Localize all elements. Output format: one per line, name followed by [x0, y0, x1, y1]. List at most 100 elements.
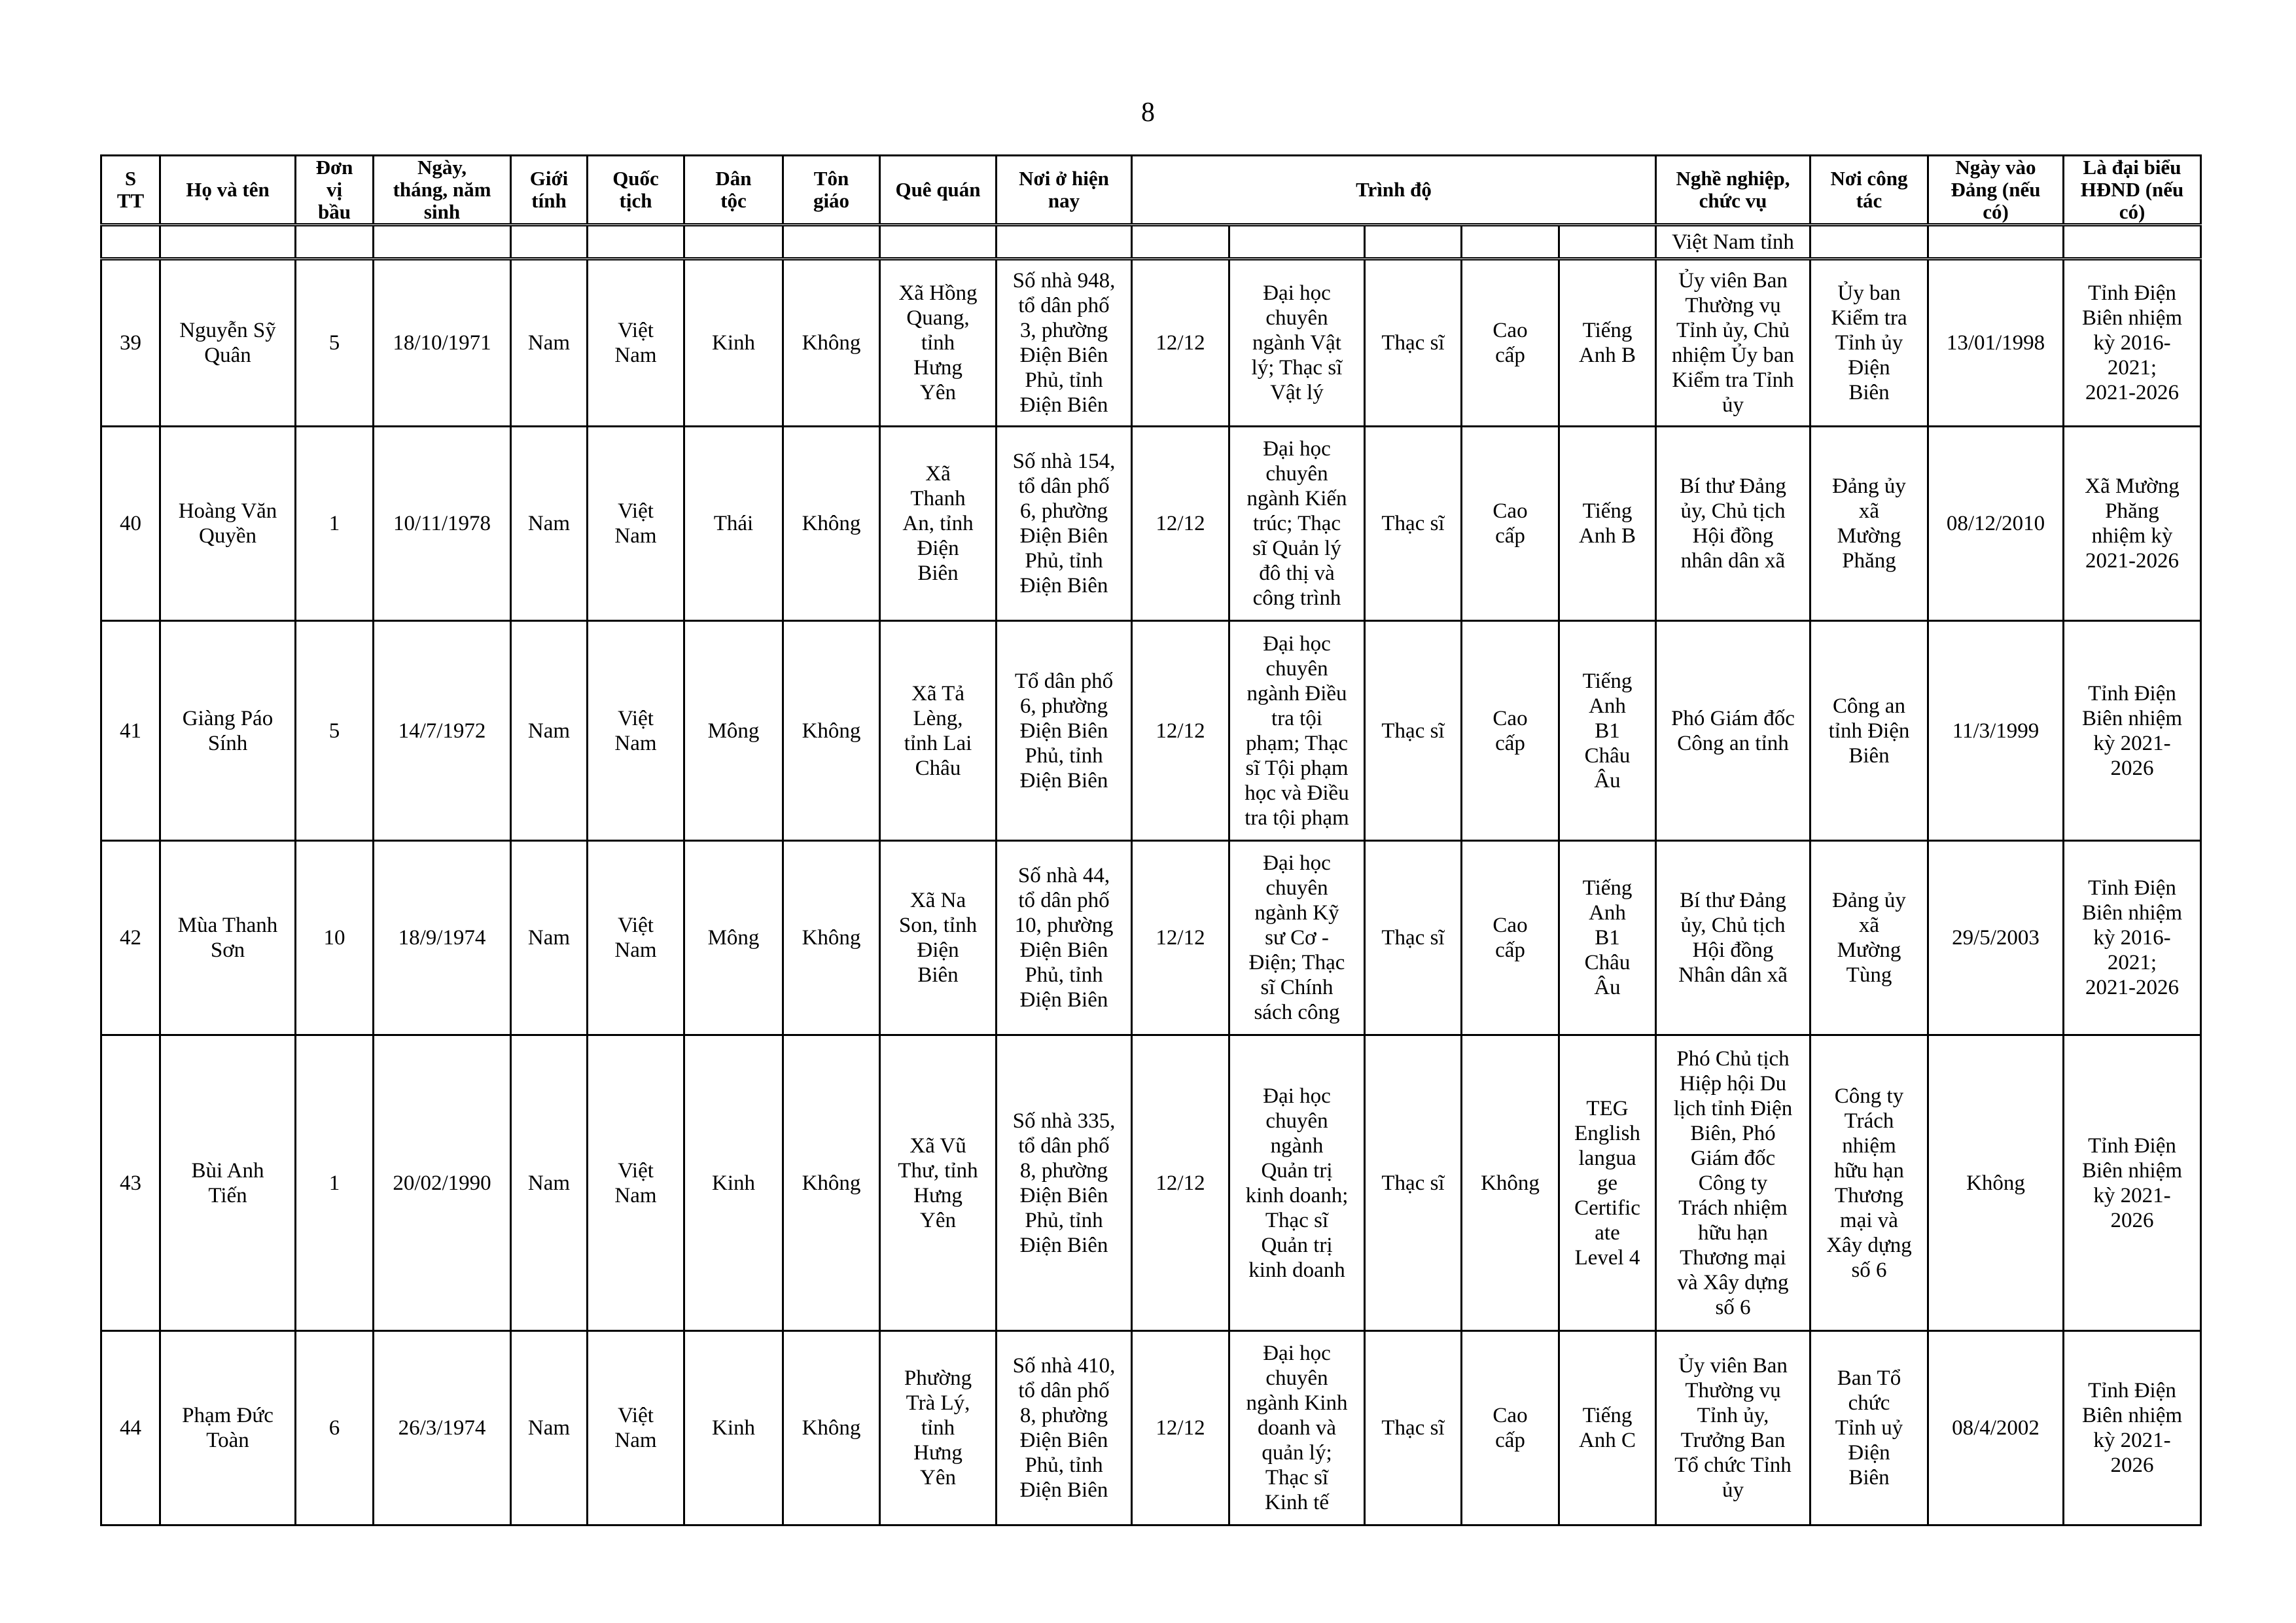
cell-stt: 41 [100, 620, 161, 842]
header-hometown: Quê quán [879, 154, 997, 226]
table-row: 39 Nguyễn Sỹ Quân 5 18/10/1971 Nam Việt Nam Ki… [100, 258, 2202, 427]
cell-council: Tỉnh Điện Biên nhiệm kỳ 2016- 2021; 2021… [2062, 840, 2202, 1036]
cell-political: Không [1460, 1034, 1560, 1332]
cell-general: 12/12 [1131, 258, 1230, 427]
cell-hometown: Phường Trà Lý, tỉnh Hưng Yên [879, 1330, 997, 1526]
cell-dob: 18/10/1971 [372, 258, 512, 427]
header-gender: Giới tính [510, 154, 588, 226]
cell-name: Hoàng Văn Quyền [159, 425, 296, 622]
cell-academic: Thạc sĩ [1364, 1330, 1462, 1526]
cell-nationality: Việt Nam [586, 258, 685, 427]
cell-academic: Thạc sĩ [1364, 258, 1462, 427]
cell-party-date: 08/12/2010 [1927, 425, 2064, 622]
cell-unit: 1 [294, 1034, 374, 1332]
cell-general: 12/12 [1131, 1330, 1230, 1526]
cell-unit: 10 [294, 840, 374, 1036]
cell-residence: Số nhà 948, tổ dân phố 3, phường Điện Bi… [995, 258, 1133, 427]
cell-language: TEG English langua ge Certific ate Level… [1558, 1034, 1657, 1332]
cell-nationality: Việt Nam [586, 1330, 685, 1526]
cell-name: Mùa Thanh Sơn [159, 840, 296, 1036]
cell-religion: Không [782, 1330, 881, 1526]
cell-occupation: Ủy viên Ban Thường vụ Tỉnh ủy, Chủ nhiệm… [1655, 258, 1811, 427]
cell-dob: 10/11/1978 [372, 425, 512, 622]
cell-ethnicity: Mông [683, 840, 784, 1036]
cell-stt: 44 [100, 1330, 161, 1526]
cell-general: 12/12 [1131, 1034, 1230, 1332]
cell-occupation: Bí thư Đảng ủy, Chủ tịch Hội đồng nhân d… [1655, 425, 1811, 622]
cell [159, 224, 296, 260]
header-party-date: Ngày vào Đảng (nếu có) [1927, 154, 2064, 226]
cell-party-date: 29/5/2003 [1927, 840, 2064, 1036]
header-row: S TT Họ và tên Đơn vị bầu Ngày, tháng, n… [100, 154, 2202, 226]
header-ethnicity: Dân tộc [683, 154, 784, 226]
cell-ethnicity: Kinh [683, 1034, 784, 1332]
cell-language: Tiếng Anh B1 Châu Âu [1558, 840, 1657, 1036]
cell [683, 224, 784, 260]
cell-dob: 18/9/1974 [372, 840, 512, 1036]
cell-ethnicity: Kinh [683, 1330, 784, 1526]
cell-major: Đại học chuyên ngành Điều tra tội phạm; … [1228, 620, 1366, 842]
cell-general: 12/12 [1131, 425, 1230, 622]
header-council: Là đại biểu HĐND (nếu có) [2062, 154, 2202, 226]
cell-gender: Nam [510, 620, 588, 842]
cell-academic: Thạc sĩ [1364, 1034, 1462, 1332]
cell-stt: 42 [100, 840, 161, 1036]
cell-ethnicity: Thái [683, 425, 784, 622]
header-religion: Tôn giáo [782, 154, 881, 226]
cell-council: Xã Mường Phăng nhiệm kỳ 2021-2026 [2062, 425, 2202, 622]
cell-stt: 43 [100, 1034, 161, 1332]
cell [1228, 224, 1366, 260]
cell-gender: Nam [510, 258, 588, 427]
cell-workplace: Công ty Trách nhiệm hữu hạn Thương mại v… [1809, 1034, 1929, 1332]
cell-name: Nguyễn Sỹ Quân [159, 258, 296, 427]
cell-dob: 26/3/1974 [372, 1330, 512, 1526]
table-row: 44 Phạm Đức Toàn 6 26/3/1974 Nam Việt Nam Kinh… [100, 1330, 2202, 1526]
cell-residence: Số nhà 410, tổ dân phố 8, phường Điện Bi… [995, 1330, 1133, 1526]
cell-hometown: Xã Thanh An, tỉnh Điện Biên [879, 425, 997, 622]
cell [1927, 224, 2064, 260]
cell-council: Tỉnh Điện Biên nhiệm kỳ 2021- 2026 [2062, 1330, 2202, 1526]
cell-occupation: Ủy viên Ban Thường vụ Tỉnh ủy, Trưởng Ba… [1655, 1330, 1811, 1526]
table-row: 40 Hoàng Văn Quyền 1 10/11/1978 Nam Việt Nam T… [100, 425, 2202, 622]
cell-gender: Nam [510, 840, 588, 1036]
cell-unit: 6 [294, 1330, 374, 1526]
header-nationality: Quốc tịch [586, 154, 685, 226]
header-occupation: Nghề nghiệp, chức vụ [1655, 154, 1811, 226]
cell-political: Cao cấp [1460, 620, 1560, 842]
cell [510, 224, 588, 260]
cell-party-date: 11/3/1999 [1927, 620, 2064, 842]
cell-council: Tỉnh Điện Biên nhiệm kỳ 2021- 2026 [2062, 620, 2202, 842]
cell [995, 224, 1133, 260]
cell-ethnicity: Mông [683, 620, 784, 842]
cell-occupation: Bí thư Đảng ủy, Chủ tịch Hội đồng Nhân d… [1655, 840, 1811, 1036]
table-row: 41 Giàng Páo Sính 5 14/7/1972 Nam Việt Nam Môn… [100, 620, 2202, 842]
cell-hometown: Xã Tả Lèng, tỉnh Lai Châu [879, 620, 997, 842]
cell-hometown: Xã Hồng Quang, tỉnh Hưng Yên [879, 258, 997, 427]
cell-major: Đại học chuyên ngành Kinh doanh và quản … [1228, 1330, 1366, 1526]
cell [1131, 224, 1230, 260]
header-unit: Đơn vị bầu [294, 154, 374, 226]
header-dob: Ngày, tháng, năm sinh [372, 154, 512, 226]
cell-political: Cao cấp [1460, 840, 1560, 1036]
cell-residence: Số nhà 335, tổ dân phố 8, phường Điện Bi… [995, 1034, 1133, 1332]
cell-name: Phạm Đức Toàn [159, 1330, 296, 1526]
cell-residence: Tổ dân phố 6, phường Điện Biên Phủ, tỉnh… [995, 620, 1133, 842]
cell-gender: Nam [510, 1034, 588, 1332]
cell-general: 12/12 [1131, 840, 1230, 1036]
cell-religion: Không [782, 840, 881, 1036]
cell-hometown: Xã Na Son, tỉnh Điện Biên [879, 840, 997, 1036]
cell-occupation: Việt Nam tỉnh [1655, 224, 1811, 260]
header-education: Trình độ [1131, 154, 1657, 226]
cell-nationality: Việt Nam [586, 1034, 685, 1332]
delegate-table: S TT Họ và tên Đơn vị bầu Ngày, tháng, n… [100, 154, 2202, 1526]
cell-nationality: Việt Nam [586, 620, 685, 842]
continuation-row: Việt Nam tỉnh [100, 224, 2202, 260]
cell-academic: Thạc sĩ [1364, 840, 1462, 1036]
cell-religion: Không [782, 425, 881, 622]
cell-nationality: Việt Nam [586, 840, 685, 1036]
cell-residence: Số nhà 44, tổ dân phố 10, phường Điện Bi… [995, 840, 1133, 1036]
cell-party-date: 08/4/2002 [1927, 1330, 2064, 1526]
cell-major: Đại học chuyên ngành Vật lý; Thạc sĩ Vật… [1228, 258, 1366, 427]
cell-residence: Số nhà 154, tổ dân phố 6, phường Điện Bi… [995, 425, 1133, 622]
cell-occupation: Phó Chủ tịch Hiệp hội Du lịch tỉnh Điện … [1655, 1034, 1811, 1332]
